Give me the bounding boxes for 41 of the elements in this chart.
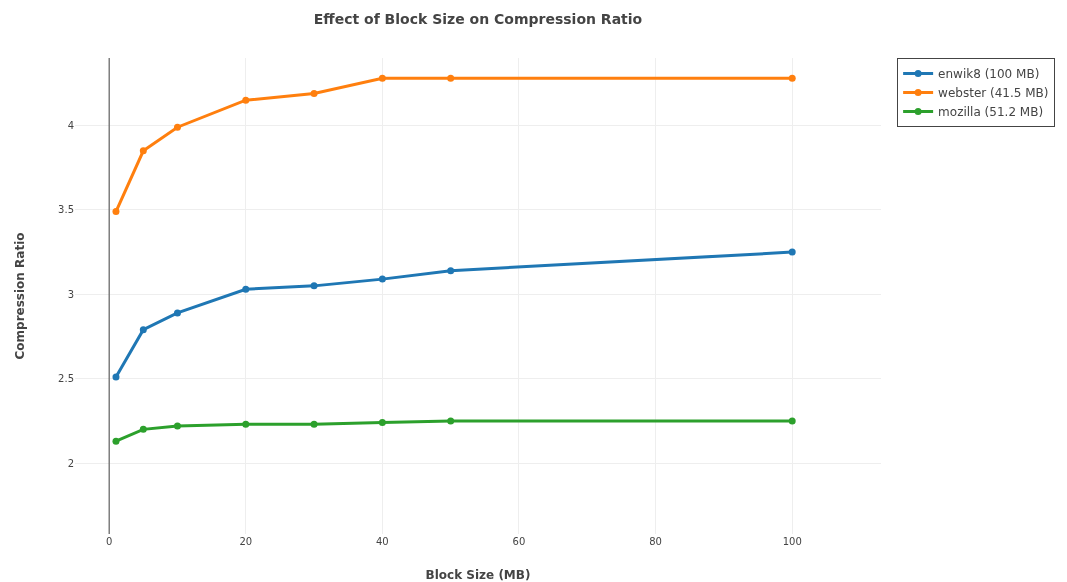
point — [112, 373, 120, 381]
point — [139, 147, 147, 155]
point — [112, 437, 120, 445]
point — [788, 74, 796, 82]
point — [447, 417, 455, 425]
point — [173, 309, 181, 317]
x-tick-label: 60 — [512, 536, 526, 547]
y-tick-label: 4 — [67, 120, 74, 132]
point — [139, 326, 147, 334]
point — [310, 420, 318, 428]
point — [242, 96, 250, 104]
point — [378, 74, 386, 82]
x-tick-label: 100 — [782, 536, 802, 547]
point — [378, 275, 386, 283]
point — [173, 422, 181, 430]
x-tick-label: 0 — [105, 536, 113, 547]
legend-label: mozilla (51.2 MB) — [938, 105, 1044, 120]
y-axis-title: Compression Ratio — [13, 232, 28, 360]
x-tick-label: 80 — [649, 536, 662, 547]
point — [788, 417, 796, 425]
y-tick-label: 3.5 — [58, 204, 74, 216]
point — [310, 282, 318, 290]
legend-label: enwik8 (100 MB) — [938, 67, 1040, 82]
point — [447, 267, 455, 275]
point — [139, 425, 147, 433]
point — [788, 248, 796, 256]
point — [112, 208, 120, 216]
y-tick-label: 3 — [67, 288, 74, 300]
y-tick-label: 2 — [67, 457, 74, 469]
legend-label: webster (41.5 MB) — [938, 86, 1049, 101]
point — [310, 89, 318, 97]
point — [378, 419, 386, 427]
point — [173, 123, 181, 131]
x-tick-label: 40 — [376, 536, 389, 547]
chart-title: Effect of Block Size on Compression Ratio — [313, 11, 643, 28]
point — [242, 420, 250, 428]
x-axis-title: Block Size (MB) — [425, 568, 531, 582]
x-tick-label: 20 — [239, 536, 253, 547]
y-tick-label: 2.5 — [58, 373, 74, 385]
point — [242, 285, 250, 293]
point — [447, 74, 455, 82]
